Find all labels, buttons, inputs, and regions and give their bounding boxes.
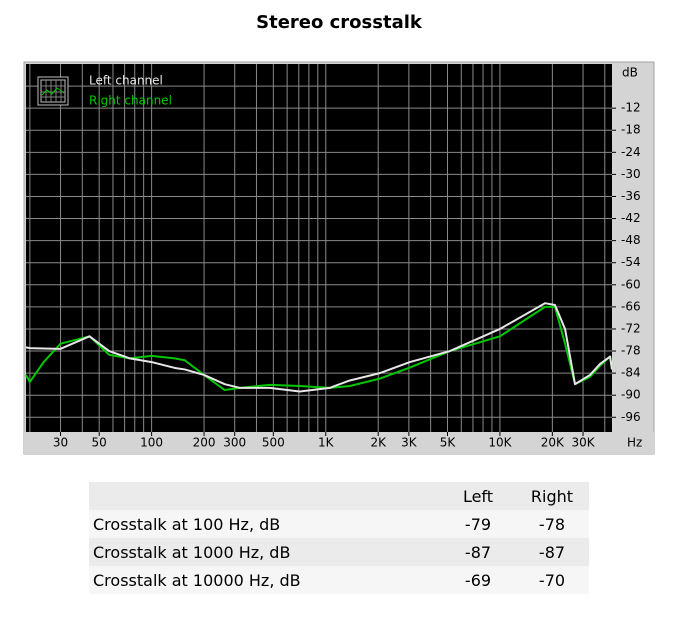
x-axis-label: Hz	[627, 436, 642, 450]
y-tick-label: -42	[621, 211, 641, 225]
series-line	[25, 305, 613, 392]
y-tick-label: -30	[621, 167, 641, 181]
x-tick-label: 10K	[488, 436, 512, 450]
cell: -87	[538, 542, 566, 562]
y-tick-label: -72	[621, 321, 641, 335]
header-cell: Left	[462, 486, 494, 506]
x-tick-label: 20K	[541, 436, 565, 450]
row-label: Crosstalk at 10000 Hz, dB	[93, 570, 301, 590]
legend-icon	[37, 76, 69, 106]
x-tick-label: 300	[223, 436, 246, 450]
x-tick-label: 3K	[401, 436, 418, 450]
chart-title: Stereo crosstalk	[256, 12, 423, 33]
cell: -78	[538, 514, 566, 534]
x-tick-label: 500	[262, 436, 285, 450]
x-tick-label: 30K	[571, 436, 595, 450]
chart: Stereo crosstalk -12 -18 -24 -30 -36 -42 -48 -5…	[23, 12, 655, 455]
y-tick-label: -12	[621, 101, 641, 115]
y-tick-label: -60	[621, 277, 641, 291]
y-tick-label: -54	[621, 255, 641, 269]
x-tick-label: 100	[140, 436, 163, 450]
legend-label: Left channel	[89, 74, 163, 88]
series-line	[25, 302, 613, 393]
y-tick-label: -36	[621, 189, 641, 203]
header-cell: Right	[530, 486, 574, 506]
y-tick-label: -78	[621, 344, 641, 358]
x-tick-label: 5K	[440, 436, 457, 450]
y-tick-label: -24	[621, 145, 641, 159]
y-tick-label: -48	[621, 233, 641, 247]
y-tick-label: -96	[621, 410, 641, 424]
x-tick-label: 1K	[318, 436, 335, 450]
y-tick-label: -18	[621, 123, 641, 137]
y-tick-label: -66	[621, 299, 641, 313]
cell: -87	[464, 542, 492, 562]
x-tick-label: 30	[53, 436, 68, 450]
legend-label: Right channel	[89, 94, 172, 108]
x-tick-label: 50	[92, 436, 107, 450]
axis-band	[612, 64, 653, 454]
y-axis-label: dB	[622, 66, 638, 80]
row: Crosstalk at 100 Hz, dB -79 -78	[89, 510, 589, 538]
y-tick-label: -90	[621, 388, 641, 402]
row-label: Crosstalk at 100 Hz, dB	[93, 514, 281, 534]
plot-area	[26, 64, 612, 432]
cell: -70	[538, 570, 566, 590]
axis-band	[24, 432, 654, 454]
row: Crosstalk at 10000 Hz, dB -69 -70	[89, 566, 589, 594]
results-table: Left Right Crosstalk at 100 Hz, dB -79 -78 …	[89, 482, 589, 594]
row: Crosstalk at 1000 Hz, dB -87 -87	[89, 538, 589, 566]
cell: -69	[464, 570, 492, 590]
x-tick-label: 2K	[370, 436, 387, 450]
cell: -79	[464, 514, 492, 534]
row-label: Crosstalk at 1000 Hz, dB	[93, 542, 291, 562]
y-tick-label: -84	[621, 366, 641, 380]
x-tick-label: 200	[193, 436, 216, 450]
header-row: Left Right	[89, 482, 589, 510]
